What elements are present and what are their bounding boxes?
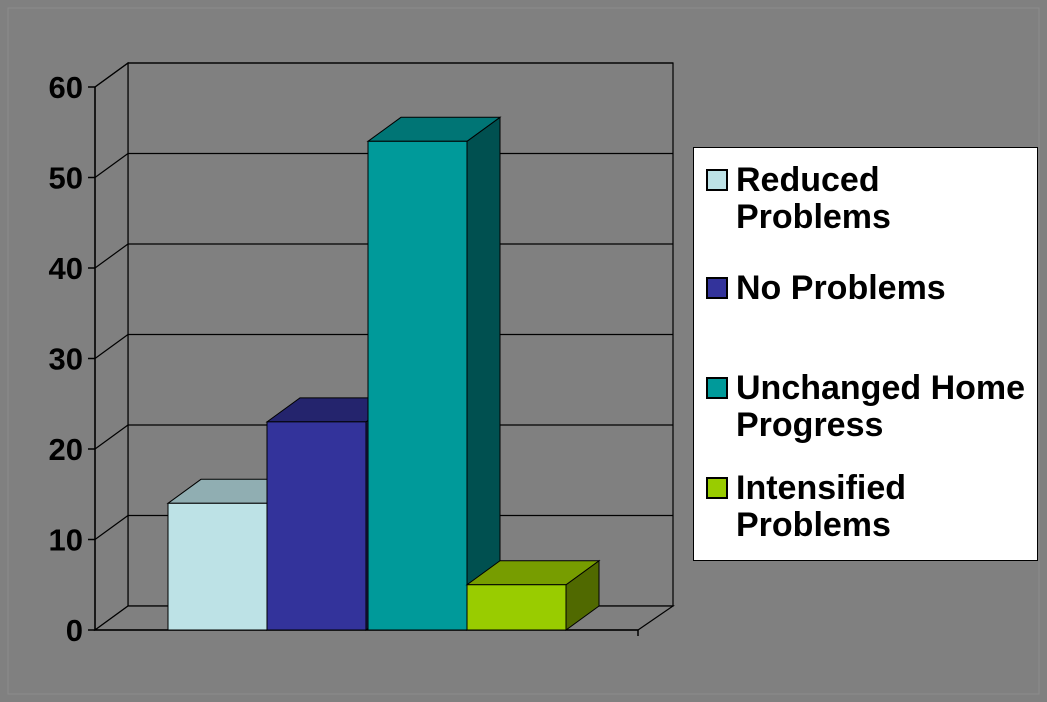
bar-front [367,140,468,631]
bar-unchanged-home-progress [366,116,502,631]
legend-label-unchanged-home-progress: Unchanged Home Progress [736,369,1026,444]
legend-swatch-reduced-problems [706,169,728,191]
legend-item-unchanged-home-progress: Unchanged Home Progress [706,370,1036,444]
legend-item-reduced-problems: Reduced Problems [706,162,1036,236]
legend-swatch-intensified-problems [706,477,728,499]
bars [166,116,601,631]
bar-front [167,502,268,631]
bar-intensified-problems [465,559,601,631]
y-tick-label: 60 [49,70,83,105]
bar-front [466,584,567,631]
legend-label-reduced-problems: Reduced Problems [736,161,891,236]
y-tick-label: 30 [49,342,83,377]
bar-side [466,116,501,631]
legend-swatch-no-problems [706,277,728,299]
y-tick-label: 20 [49,432,83,467]
legend-swatch-unchanged-home-progress [706,377,728,399]
y-tick-label: 40 [49,251,83,286]
legend-label-intensified-problems: Intensified Problems [736,469,907,544]
y-tick-label: 10 [49,523,83,558]
y-tick-label: 0 [66,613,83,648]
bar-front [266,421,367,631]
legend-item-intensified-problems: Intensified Problems [706,470,1036,544]
gridline [94,62,673,88]
legend-label-no-problems: No Problems [736,269,946,307]
legend: Reduced Problems No Problems Unchanged H… [693,147,1038,561]
y-tick-label: 50 [49,161,83,196]
chart-area-border [7,7,1040,695]
y-axis-ticks: 0 10 20 30 40 50 60 [49,70,95,648]
legend-item-no-problems: No Problems [706,270,1036,307]
